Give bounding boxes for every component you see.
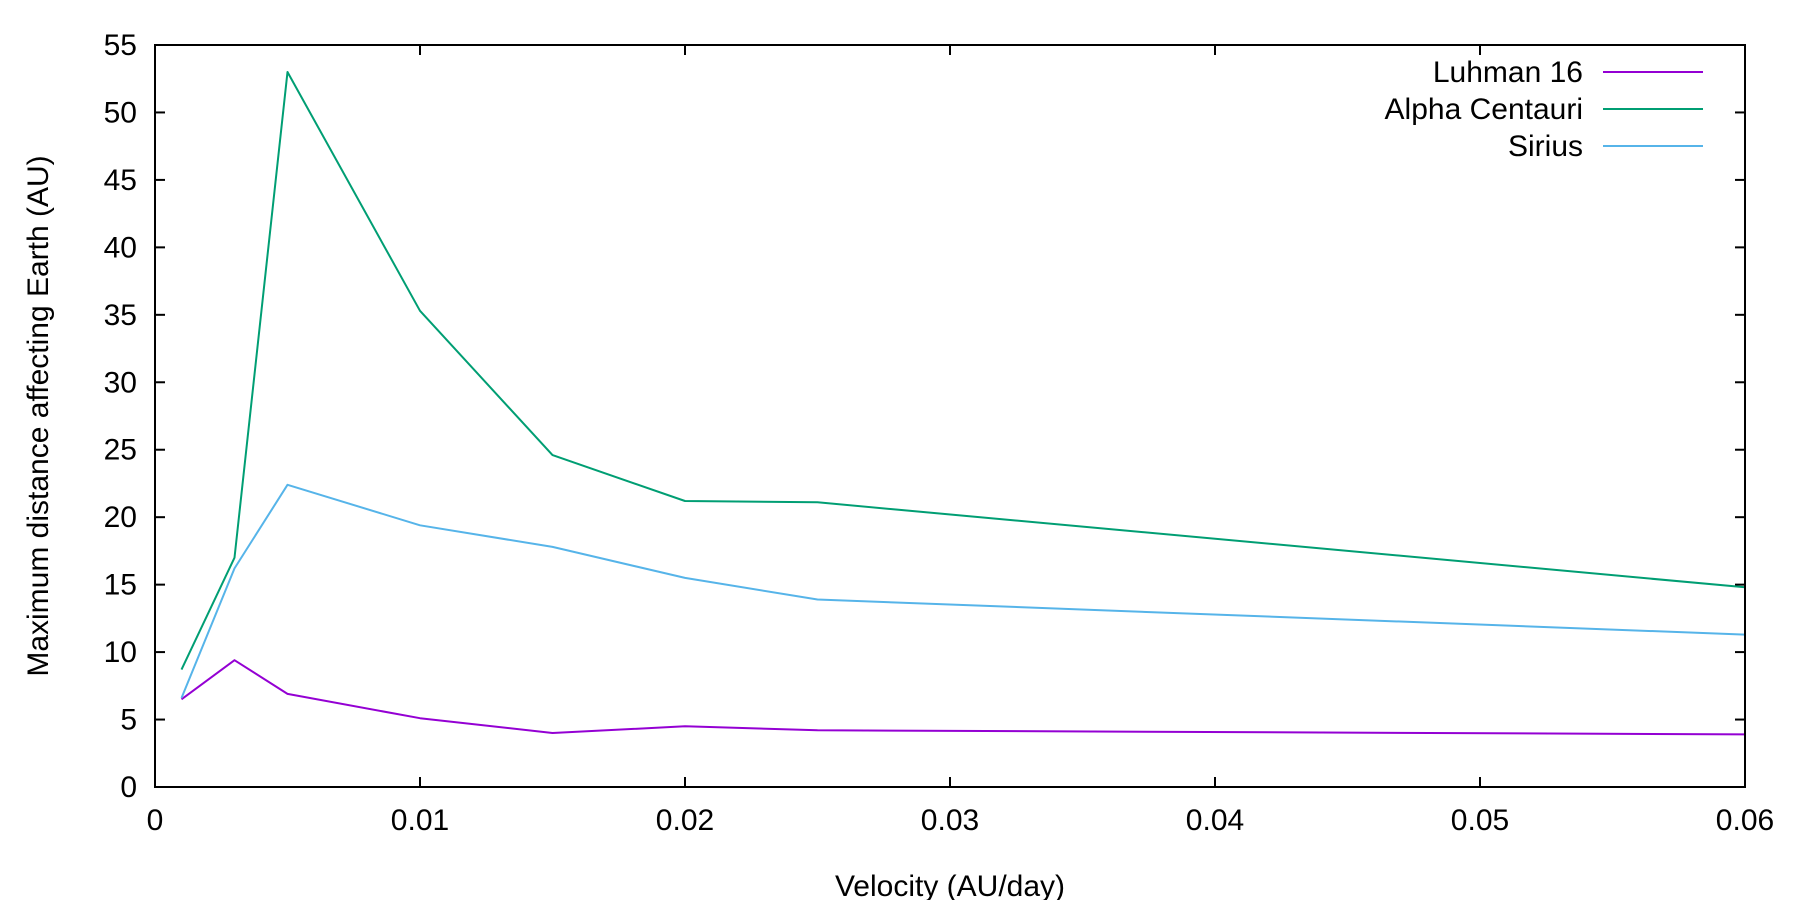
y-tick-label: 40 — [104, 231, 137, 264]
y-tick-label: 25 — [104, 434, 137, 467]
y-tick-label: 15 — [104, 569, 137, 602]
y-tick-label: 50 — [104, 96, 137, 129]
y-tick-labels: 0 5 10 15 20 25 30 35 40 45 50 55 — [104, 29, 137, 804]
series-lines — [180, 71, 1746, 736]
x-tick-label: 0.03 — [921, 804, 979, 837]
x-tick-label: 0.06 — [1716, 804, 1774, 837]
y-tick-label: 5 — [120, 704, 137, 737]
y-axis-title: Maximum distance affecting Earth (AU) — [22, 155, 55, 676]
plot-frame — [154, 44, 1746, 788]
x-tick-label: 0 — [147, 804, 164, 837]
x-tick-label: 0.01 — [391, 804, 449, 837]
legend-label-alpha-centauri: Alpha Centauri — [1385, 93, 1583, 126]
y-tick-label: 45 — [104, 164, 137, 197]
y-tick-label: 10 — [104, 636, 137, 669]
legend-label-luhman-16: Luhman 16 — [1433, 56, 1583, 89]
x-tick-labels: 0 0.01 0.02 0.03 0.04 0.05 0.06 — [147, 804, 1775, 837]
y-tick-label: 55 — [104, 29, 137, 62]
x-axis-title: Velocity (AU/day) — [835, 870, 1065, 900]
x-tick-label: 0.05 — [1451, 804, 1509, 837]
x-tick-label: 0.04 — [1186, 804, 1244, 837]
x-tick-label: 0.02 — [656, 804, 714, 837]
series-line-alpha-centauri — [180, 71, 1746, 671]
legend: Luhman 16 Alpha Centauri Sirius — [1385, 56, 1703, 163]
series-line-sirius — [180, 483, 1746, 699]
axis-ticks — [154, 44, 1746, 788]
y-tick-label: 20 — [104, 501, 137, 534]
y-tick-label: 0 — [120, 771, 137, 804]
y-tick-label: 35 — [104, 299, 137, 332]
legend-label-sirius: Sirius — [1508, 130, 1583, 163]
series-line-luhman-16 — [180, 659, 1746, 736]
y-tick-label: 30 — [104, 366, 137, 399]
